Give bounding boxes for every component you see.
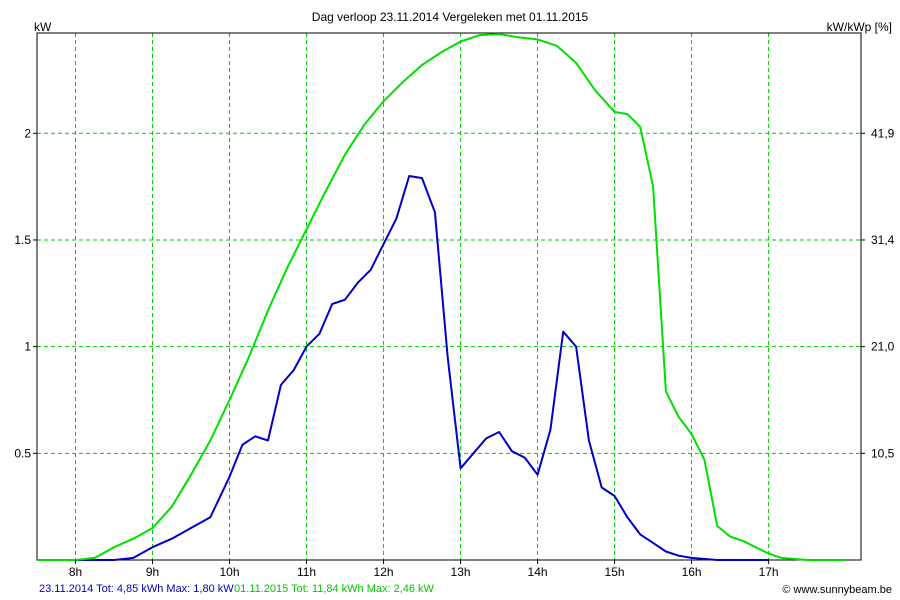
chart-title: Dag verloop 23.11.2014 Vergeleken met 01… — [311, 10, 589, 24]
x-tick-label: 10h — [220, 565, 240, 579]
y-axis-label-left: kW — [34, 20, 52, 34]
x-tick-label: 15h — [605, 565, 625, 579]
x-tick-label: 11h — [297, 565, 316, 579]
grid — [37, 33, 861, 560]
x-tick-label: 8h — [69, 565, 82, 579]
axis-ticks: 8h 9h 10h 11h 12h 13h 14h 15h 16h 17h 0.5 10,5 1 21,0… — [14, 126, 894, 579]
y-tick-label-left: 2 — [24, 126, 31, 140]
x-tick-label: 12h — [374, 565, 394, 579]
y-tick-label-right: 41,9 — [871, 126, 895, 140]
y-tick-label-left: 1 — [24, 340, 31, 354]
watermark: © www.sunnybeam.be — [782, 584, 892, 596]
series-line-2 — [37, 33, 846, 561]
series-1-summary: 23.11.2014 Tot: 4,85 kWh Max: 1,80 kW — [39, 583, 234, 595]
plot-frame — [36, 32, 862, 561]
y-tick-label-right: 21,0 — [871, 340, 895, 354]
series-2-summary: 01.11.2015 Tot: 11,84 kWh Max: 2,46 kW — [234, 583, 434, 595]
y-tick-label-left: 1.5 — [14, 233, 31, 247]
y-axis-label-right: kW/kWp [%] — [826, 20, 892, 34]
y-tick-label-left: 0.5 — [14, 446, 31, 460]
x-tick-label: 17h — [759, 565, 779, 579]
y-tick-label-right: 10,5 — [871, 446, 895, 460]
x-tick-label: 13h — [451, 565, 471, 579]
x-tick-label: 16h — [682, 565, 702, 579]
y-tick-label-right: 31,4 — [871, 233, 895, 247]
series-line-1 — [37, 175, 769, 561]
x-tick-label: 14h — [528, 565, 548, 579]
series-layer — [37, 33, 846, 561]
x-tick-label: 9h — [146, 565, 159, 579]
